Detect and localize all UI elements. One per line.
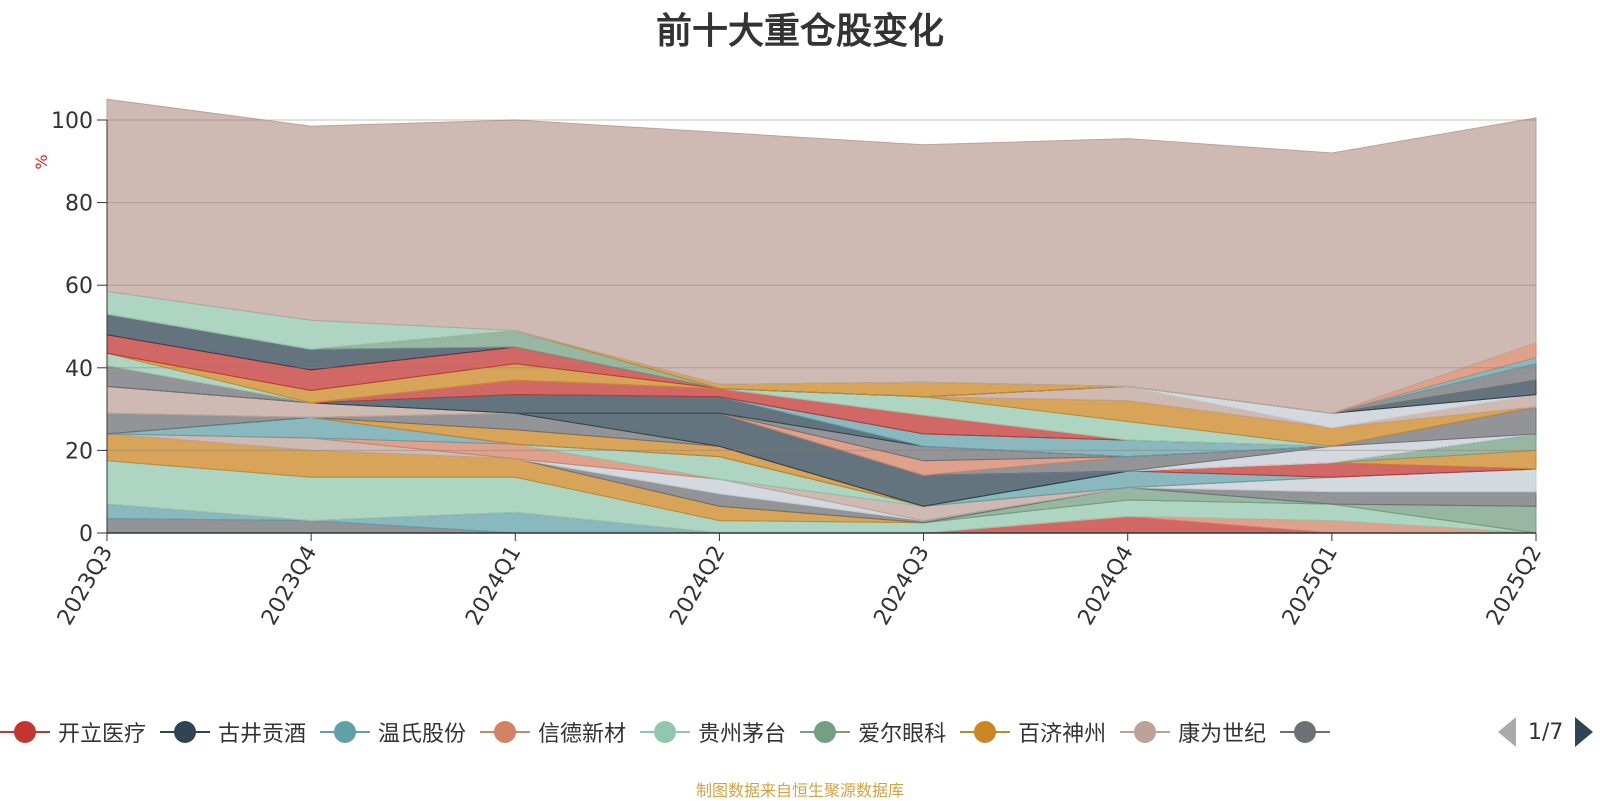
source-note: 制图数据来自恒生聚源数据库: [695, 781, 904, 800]
y-tick-label: 80: [65, 192, 93, 217]
y-tick-label: 40: [65, 357, 93, 382]
legend-item[interactable]: 古井贡酒: [160, 712, 306, 752]
legend-item[interactable]: 康为世纪: [1120, 712, 1266, 752]
grid-layer: [107, 119, 1536, 451]
legend-label: 温氏股份: [378, 722, 467, 747]
x-tick-label: 2024Q3: [869, 542, 934, 630]
legend-marker-icon: [800, 720, 851, 744]
legend-label: 爱尔眼科: [858, 722, 947, 747]
legend-label: 贵州茅台: [698, 722, 787, 747]
legend-marker-icon: [1120, 720, 1171, 744]
y-tick-label: 0: [79, 522, 93, 547]
legend: 开立医疗 古井贡酒 温氏股份 信德新材 贵州茅台 爱尔眼科 百济神州 康为世纪: [0, 712, 1482, 752]
legend-item[interactable]: [1280, 712, 1338, 752]
legend-marker-icon: [0, 720, 50, 744]
legend-marker-icon: [640, 720, 691, 744]
legend-label: 开立医疗: [58, 722, 147, 747]
legend-item[interactable]: 开立医疗: [0, 712, 146, 752]
legend-item[interactable]: 温氏股份: [320, 712, 466, 752]
y-tick-label: 60: [65, 274, 93, 299]
pager-next-icon[interactable]: [1575, 717, 1594, 747]
legend-label: 百济神州: [1018, 722, 1107, 747]
x-tick-label: 2024Q4: [1074, 542, 1139, 630]
legend-label: 康为世纪: [1178, 722, 1267, 747]
x-tick-label: 2024Q1: [461, 542, 526, 630]
x-tick-label: 2023Q4: [257, 542, 322, 630]
y-axis-label: %: [32, 154, 51, 169]
areas-layer: [106, 98, 1537, 534]
legend-marker-icon: [1280, 720, 1331, 744]
pager-text: 1/7: [1528, 719, 1564, 745]
legend-marker-icon: [160, 720, 211, 744]
legend-label: 古井贡酒: [218, 722, 307, 747]
legend-marker-icon: [480, 720, 531, 744]
legend-marker-icon: [320, 720, 371, 744]
x-tick-label: 2025Q1: [1278, 542, 1343, 630]
y-tick-label: 20: [65, 439, 93, 464]
legend-item[interactable]: 贵州茅台: [640, 712, 786, 752]
x-tick-label: 2025Q2: [1482, 542, 1547, 630]
legend-marker-icon: [960, 720, 1011, 744]
legend-pager: 1/7: [1498, 712, 1594, 752]
area-series-39: [106, 98, 1537, 414]
chart-title: 前十大重仓股变化: [655, 11, 944, 52]
x-tick-label: 2024Q2: [665, 542, 730, 630]
x-tick-label: 2023Q3: [53, 542, 118, 630]
legend-item[interactable]: 爱尔眼科: [800, 712, 946, 752]
legend-item[interactable]: 百济神州: [960, 712, 1106, 752]
legend-item[interactable]: 信德新材: [480, 712, 626, 752]
y-tick-label: 100: [51, 109, 93, 134]
legend-label: 信德新材: [538, 722, 627, 747]
pager-prev-icon[interactable]: [1498, 717, 1516, 747]
